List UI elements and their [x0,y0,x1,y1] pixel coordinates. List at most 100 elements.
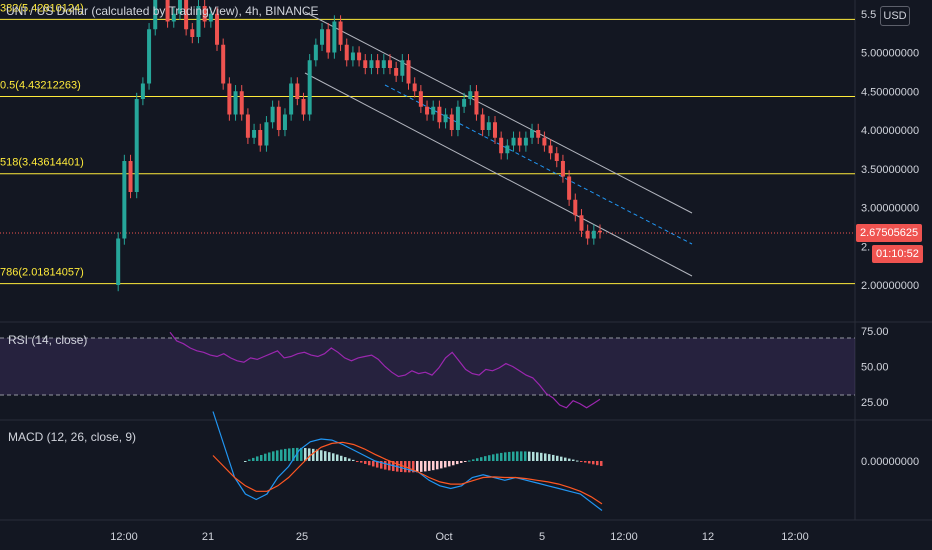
macd-line[interactable] [212,411,603,511]
channel-upper-line[interactable] [304,11,693,214]
candle-body [307,60,312,115]
candle-body [134,99,139,192]
candle-body [116,238,121,285]
parallel-channel[interactable] [304,11,693,277]
candle-body [375,60,380,68]
price-axis-label: 4.00000000 [861,125,919,137]
currency-button[interactable]: USD [880,6,910,26]
candle-body [301,99,306,115]
macd-histogram-bar [328,452,331,461]
macd-axis[interactable]: 0.00000000 [861,456,919,468]
macd-histogram-bar [544,453,547,461]
channel-lower-line[interactable] [304,72,693,277]
candle-body [431,106,436,115]
candle-body [449,114,454,130]
candle-body [233,91,238,115]
macd-histogram-bar [584,461,587,463]
candle-body [536,130,541,138]
macd-histogram-bar [460,461,463,463]
candle-body [344,44,349,61]
fib-level-label: 786(2.01814057) [0,267,84,279]
macd-histogram-bar [260,454,263,461]
macd-histogram-bar [592,461,595,465]
macd-histogram-bar [344,457,347,461]
macd-histogram-bar [316,449,319,461]
macd-histogram-bar [268,452,271,461]
candle-body [252,130,257,138]
macd-title[interactable]: MACD (12, 26, close, 9) [8,430,137,444]
macd-histogram-bar [444,461,447,468]
macd-histogram-bar [408,461,411,473]
macd-histogram-bar [504,452,507,461]
candle-body [289,83,294,115]
macd-histogram-bar [436,461,439,470]
macd-histogram-bar [432,461,435,471]
candle-body [406,60,411,84]
candle-body [523,137,528,146]
macd-histogram-bar [312,448,315,461]
candle-body [425,106,430,115]
macd-histogram-bar [336,454,339,461]
channel-mid-line[interactable] [384,84,693,245]
macd-histogram-bar [284,448,287,461]
time-axis-label: 21 [202,531,214,543]
macd-histogram[interactable] [244,447,603,473]
symbol-title[interactable]: UNI / US Dollar (calculated by TradingVi… [6,4,319,18]
macd-histogram-bar [452,461,455,466]
rsi-axis[interactable]: 75.00 50.00 25.00 [861,326,889,409]
macd-histogram-bar [320,450,323,461]
macd-histogram-bar [560,456,563,461]
rsi-axis-label: 75.00 [861,326,889,338]
macd-histogram-bar [520,451,523,461]
rsi-band [0,338,855,395]
macd-histogram-bar [264,453,267,461]
candlestick-series[interactable] [116,0,602,292]
macd-histogram-bar [356,461,359,462]
macd-histogram-bar [424,461,427,472]
macd-histogram-bar [308,448,311,461]
price-axis-label: 5.5 [861,9,876,21]
macd-histogram-bar [412,461,415,473]
macd-histogram-bar [480,457,483,461]
rsi-title[interactable]: RSI (14, close) [8,333,88,347]
candle-body [208,13,213,22]
candle-body [332,21,337,53]
candle-body [591,230,596,239]
macd-histogram-bar [464,461,467,462]
time-axis-label: Oct [435,531,452,543]
rsi-line[interactable] [169,331,601,409]
candle-body [369,60,374,68]
candle-body [468,91,473,99]
macd-histogram-bar [304,448,307,461]
macd-histogram-bar [564,457,567,461]
macd-histogram-bar [272,451,275,461]
macd-histogram-bar [496,453,499,461]
macd-histogram-bar [516,451,519,461]
candle-body [585,230,590,239]
macd-histogram-bar [256,456,259,461]
fibonacci-retracement[interactable]: 382(5.42810124) 0.5(4.43212263) 518(3.4361… [0,2,855,285]
candle-body [560,161,565,177]
macd-histogram-bar [324,451,327,461]
candle-body [350,52,355,61]
macd-histogram-bar [600,461,603,466]
price-axis[interactable]: 5.00000000 4.50000000 4.00000000 3.50000000… [861,9,919,292]
candle-body [122,161,127,239]
macd-histogram-bar [524,451,527,461]
macd-histogram-bar [428,461,431,471]
macd-histogram-bar [448,461,451,467]
candle-body [511,137,516,146]
macd-histogram-bar [456,461,459,465]
candle-body [184,0,189,30]
macd-histogram-bar [280,449,283,461]
macd-signal-line[interactable] [212,441,603,505]
time-axis-label: 5 [539,531,545,543]
candle-body [492,122,497,138]
macd-histogram-bar [368,461,371,466]
candle-body [221,44,226,84]
time-axis[interactable]: 12:00 21 25 Oct 5 12:00 12 12:00 [110,531,809,543]
candle-body [598,230,602,233]
candle-body [295,83,300,99]
